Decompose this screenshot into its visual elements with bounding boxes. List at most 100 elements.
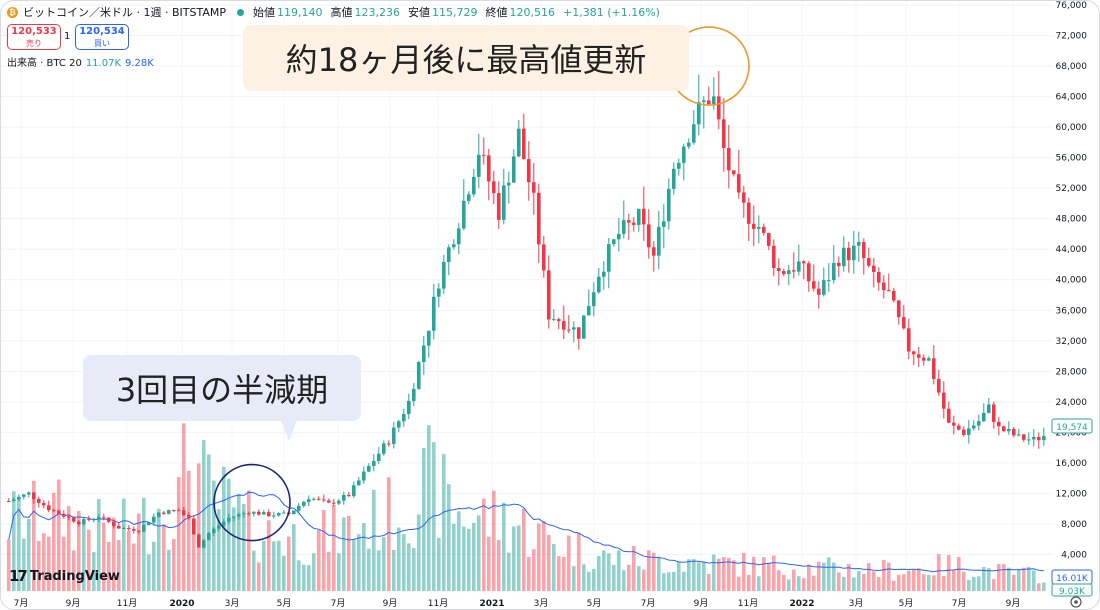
x-tick-label: 3月 [849, 598, 864, 609]
volume-bar [967, 579, 971, 591]
candle [632, 222, 636, 225]
volume-bar [157, 508, 161, 591]
candle [962, 429, 966, 435]
volume-bar [82, 523, 86, 591]
candle [212, 528, 216, 534]
candle [282, 512, 286, 514]
volume-bar [352, 539, 356, 591]
volume-bar [242, 503, 246, 591]
candle [372, 460, 376, 466]
tradingview-logo[interactable]: 17 TradingView [9, 567, 120, 585]
volume-bar [447, 484, 451, 591]
candle [897, 300, 901, 318]
volume-bar [507, 552, 511, 591]
volume-legend[interactable]: 出来高 · BTC 20 11.07K 9.28K [7, 54, 154, 69]
candle [272, 515, 276, 517]
candle [57, 510, 61, 514]
volume-bar [232, 507, 236, 591]
candle [7, 501, 11, 503]
volume-bar [637, 566, 641, 591]
volume-bar [752, 556, 756, 591]
volume-bar [282, 555, 286, 591]
candle [762, 226, 766, 233]
candle [397, 421, 401, 428]
candle [442, 261, 446, 289]
candle [17, 496, 21, 500]
candle [757, 226, 761, 229]
candle [92, 518, 96, 520]
candle [27, 492, 31, 495]
volume-bar [407, 543, 411, 591]
volume-bar [827, 557, 831, 591]
volume-bar [642, 569, 646, 591]
candle [12, 499, 16, 502]
candle [42, 502, 46, 506]
candle [612, 239, 616, 245]
volume-bar [997, 564, 1001, 591]
volume-bar [442, 454, 446, 591]
volume-bar [907, 570, 911, 591]
low-label: 安値 [407, 6, 430, 19]
grid [1, 1, 1053, 597]
volume-bar [67, 506, 71, 591]
settings-icon[interactable] [1070, 596, 1082, 608]
volume-bar [647, 550, 651, 591]
x-tick-label: 11月 [117, 598, 137, 609]
candle [627, 220, 631, 223]
y-tick-label: 72,000 [1056, 32, 1088, 42]
candle [537, 192, 541, 245]
candle [597, 276, 601, 293]
candle [462, 200, 466, 229]
volume-bar [172, 539, 176, 591]
volume-last-text: 16.01K [1056, 574, 1089, 584]
candle [422, 345, 426, 363]
candle [587, 306, 591, 316]
candle [957, 425, 961, 430]
time-axis[interactable]: 7月 9月 11月 2020 3月 5月 7月 9月 11月 2021 3月 5月 7月 9月 11月 202… [14, 598, 1021, 609]
candle [747, 202, 751, 224]
volume-bar [977, 576, 981, 591]
volume-bar [632, 546, 636, 591]
candle [602, 271, 606, 277]
volume-bar [257, 562, 261, 591]
candle [362, 471, 366, 481]
candle [992, 404, 996, 422]
x-tick-label: 5月 [899, 598, 914, 609]
volume-bar [897, 574, 901, 591]
volume-bar [292, 524, 296, 591]
volume-bar [432, 442, 436, 591]
tradingview-logo-text: TradingView [29, 568, 120, 584]
high-value: 123,236 [354, 5, 400, 19]
candle [22, 494, 26, 497]
volume-bar [7, 539, 11, 591]
bitcoin-icon: ₿ [7, 6, 18, 18]
volume-ma-last-text: 9.03K [1059, 587, 1086, 597]
candle [337, 500, 341, 504]
volume-bar [477, 515, 481, 591]
volume-bar [562, 556, 566, 591]
volume-bar [32, 480, 36, 591]
volume-bar [877, 577, 881, 591]
candle [1022, 434, 1026, 440]
volume-bar [497, 539, 501, 591]
volume-legend-ma: 9.28K [125, 58, 154, 69]
candle [887, 290, 891, 292]
price-axis[interactable]: 76,000 72,000 68,000 64,000 60,000 56,000 52,0… [1056, 1, 1088, 560]
x-tick-label: 7月 [331, 598, 346, 609]
volume-bar [202, 439, 206, 591]
buy-button[interactable]: 120,534 買い [75, 24, 129, 50]
x-tick-label: 5月 [587, 598, 602, 609]
volume-bar [697, 562, 701, 591]
symbol-title[interactable]: ビットコイン／米ドル · 1週 · BITSTAMP [23, 6, 226, 19]
volume-bar [92, 552, 96, 591]
volume-bar [942, 576, 946, 591]
sell-button[interactable]: 120,533 売り [7, 24, 61, 50]
candle [637, 208, 641, 225]
candle [562, 321, 566, 330]
candle [532, 182, 536, 193]
volume-bar [862, 574, 866, 591]
volume-bar [922, 574, 926, 591]
volume-bar [347, 515, 351, 591]
candles [7, 70, 1046, 549]
